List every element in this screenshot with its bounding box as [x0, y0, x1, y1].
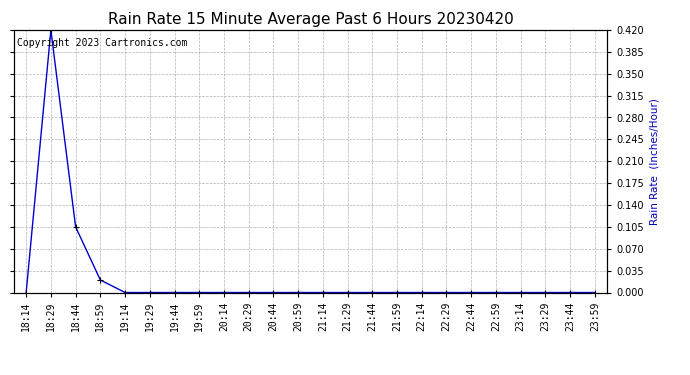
Y-axis label: Rain Rate  (Inches/Hour): Rain Rate (Inches/Hour) [649, 98, 660, 225]
Text: Copyright 2023 Cartronics.com: Copyright 2023 Cartronics.com [17, 38, 187, 48]
Title: Rain Rate 15 Minute Average Past 6 Hours 20230420: Rain Rate 15 Minute Average Past 6 Hours… [108, 12, 513, 27]
